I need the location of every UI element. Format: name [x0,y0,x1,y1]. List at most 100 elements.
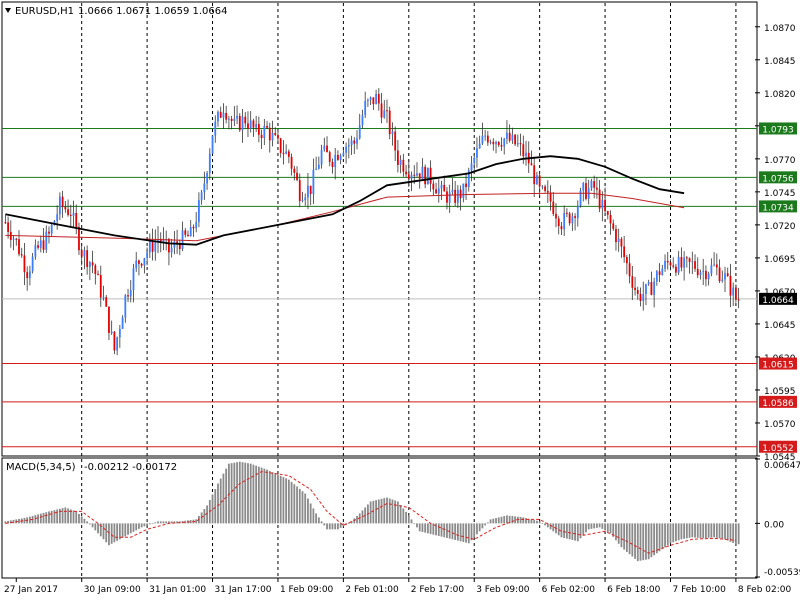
candle-bear [277,134,279,139]
macd-bar [356,515,358,524]
candle-bull [707,273,710,280]
candle-bull [481,135,484,144]
macd-bar [61,508,64,524]
macd-bar [290,481,293,524]
macd-bar [154,522,157,524]
macd-bar [53,510,56,524]
candle-bear [266,125,268,128]
candle-bull [31,256,34,272]
level-price-labels: 1.0793 1.0756 1.0734 1.0615 1.0586 1.0552 1.06… [759,122,797,454]
candle-bear [61,196,64,207]
candle-bear [151,240,154,252]
candle-bull [367,99,369,101]
candle-bull [146,252,149,259]
ma-slow-line [5,192,685,242]
candle-bull [110,331,113,333]
macd-bar [617,523,620,544]
candle-bear [519,143,522,145]
macd-header: MACD(5,34,5) -0.00212 -0.00172 [6,462,177,473]
macd-bar [293,484,296,524]
macd-bar [331,523,334,530]
candle-bear [257,123,260,135]
candle-bear [530,163,533,166]
macd-bar [383,498,386,524]
macd-bar [702,523,705,539]
candle-bear [18,239,20,255]
candle-bear [650,282,653,295]
candle-bull [541,186,544,188]
candle-bull [249,120,252,129]
macd-bar [440,523,443,537]
candle-bull [579,190,582,206]
candle-bull [437,188,440,194]
candle-bear [388,110,391,135]
candle-bear [386,110,388,112]
candle-bear [615,228,617,243]
macd-bar [83,518,86,524]
candle-bear [78,226,80,251]
macd-bar [151,523,154,524]
candle-bear [394,131,397,151]
candle-bull [462,183,465,199]
candle-bear [4,222,7,224]
candle-bull [129,290,132,297]
dropdown-triangle-icon[interactable] [5,8,11,13]
macd-bar [372,500,375,524]
macd-bar [688,523,691,538]
x-tick-label: 2 Feb 01:00 [345,585,399,595]
macd-bar [672,523,675,543]
candle-bear [402,159,405,172]
candle-bull [102,297,105,299]
candle-bull [307,185,309,198]
macd-bar [108,523,110,546]
candle-bear [685,257,688,259]
macd-bar [675,523,677,542]
macd-bar [23,517,26,524]
macd-bar [86,521,89,524]
macd-bar [713,523,716,538]
current-price-text: 1.0664 [762,296,794,306]
y-tick-label: 1.0720 [764,222,796,232]
candle-bear [377,93,380,104]
candle-bear [187,234,189,237]
candle-bear [446,191,448,203]
macd-bar [426,523,429,534]
macd-bar [732,523,735,544]
macd-bar [533,520,536,524]
candle-bull [421,166,424,179]
macd-bar [669,523,672,544]
macd-bar [560,523,563,538]
macd-bar [309,503,312,524]
candle-bull [506,132,508,139]
candle-bull [489,141,492,143]
macd-bar [481,523,484,529]
candle-bear [219,111,222,118]
candle-bear [396,150,399,165]
macd-bar [58,508,61,524]
candle-bear [566,212,568,214]
candle-bull [576,205,579,218]
macd-tick-label: 0.00 [764,520,784,530]
candle-bull [345,146,348,153]
candle-bull [476,148,478,158]
candle-bear [159,238,162,243]
macd-bar [247,463,249,524]
candle-bear [735,287,737,300]
macd-bar [489,519,492,524]
x-tick-label: 30 Jan 09:00 [84,585,141,595]
macd-bar [699,523,702,539]
candle-bear [568,213,571,224]
candle-bear [631,276,634,288]
candle-bear [91,262,94,266]
candle-bear [260,134,263,139]
candle-bull [334,154,337,168]
macd-bar [615,523,617,541]
candle-bear [552,201,555,214]
candle-bull [217,111,219,122]
macd-bar [595,523,598,528]
candle-bear [557,218,560,227]
macd-bar [72,510,75,524]
candle-bull [470,163,473,171]
candle-bull [664,260,666,269]
